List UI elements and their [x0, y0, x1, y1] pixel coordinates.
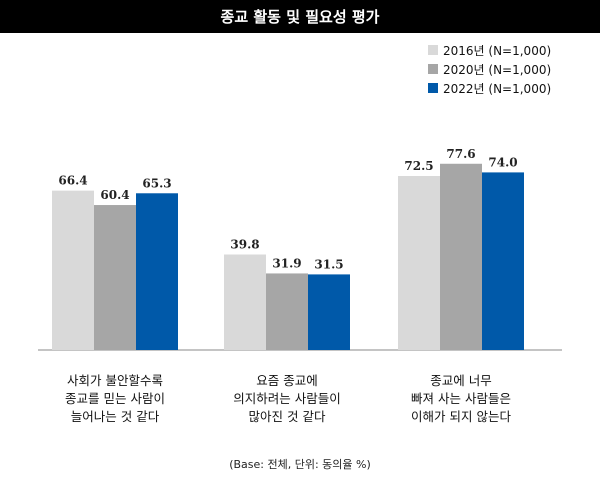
legend-label: 2020년 (N=1,000)	[443, 63, 551, 77]
data-label: 74.0	[488, 155, 517, 169]
category-label: 종교를 믿는 사람이	[65, 391, 165, 406]
data-label: 31.5	[314, 257, 343, 271]
data-label: 60.4	[100, 188, 129, 202]
footnote: (Base: 전체, 단위: 동의율 %)	[229, 458, 371, 471]
category-label: 이해가 되지 않는다	[411, 409, 511, 424]
bar	[266, 273, 308, 350]
category-label: 요즘 종교에	[256, 373, 317, 388]
data-label: 39.8	[230, 237, 259, 251]
category-label: 늘어나는 것 같다	[71, 409, 160, 424]
bar	[398, 176, 440, 350]
category-label: 많아진 것 같다	[249, 409, 326, 424]
bar	[224, 254, 266, 350]
legend-swatch	[428, 64, 438, 74]
bar	[440, 163, 482, 350]
data-label: 31.9	[272, 256, 301, 270]
category-label: 빠져 사는 사람들은	[411, 391, 511, 406]
data-label: 77.6	[446, 147, 475, 161]
legend-swatch	[428, 45, 438, 55]
data-label: 72.5	[404, 159, 433, 173]
data-label: 66.4	[58, 174, 87, 188]
category-label: 종교에 너무	[430, 373, 491, 388]
title-bar: 종교 활동 및 필요성 평가	[0, 0, 600, 33]
bar	[94, 205, 136, 350]
bar	[136, 193, 178, 350]
data-label: 65.3	[142, 176, 171, 190]
legend-swatch	[428, 83, 438, 93]
bar	[308, 274, 350, 350]
category-label: 사회가 불안할수록	[67, 373, 163, 388]
category-label: 의지하려는 사람들이	[233, 391, 340, 406]
legend-label: 2016년 (N=1,000)	[443, 44, 551, 58]
legend-label: 2022년 (N=1,000)	[443, 82, 551, 96]
chart-title: 종교 활동 및 필요성 평가	[220, 8, 380, 26]
bar	[482, 172, 524, 350]
bar	[52, 190, 94, 350]
